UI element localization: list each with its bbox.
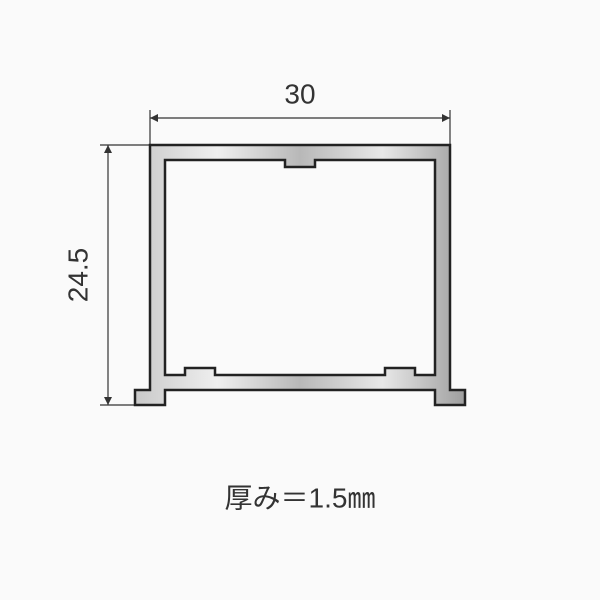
technical-drawing: 30 24.5 厚み＝1.5㎜ (0, 0, 600, 600)
profile-cross-section (135, 145, 465, 405)
dimension-width-label: 30 (284, 78, 315, 109)
dimension-width (150, 110, 450, 145)
dimension-height-label: 24.5 (62, 248, 93, 303)
dimension-height (100, 145, 150, 405)
thickness-label: 厚み＝1.5㎜ (225, 482, 376, 513)
